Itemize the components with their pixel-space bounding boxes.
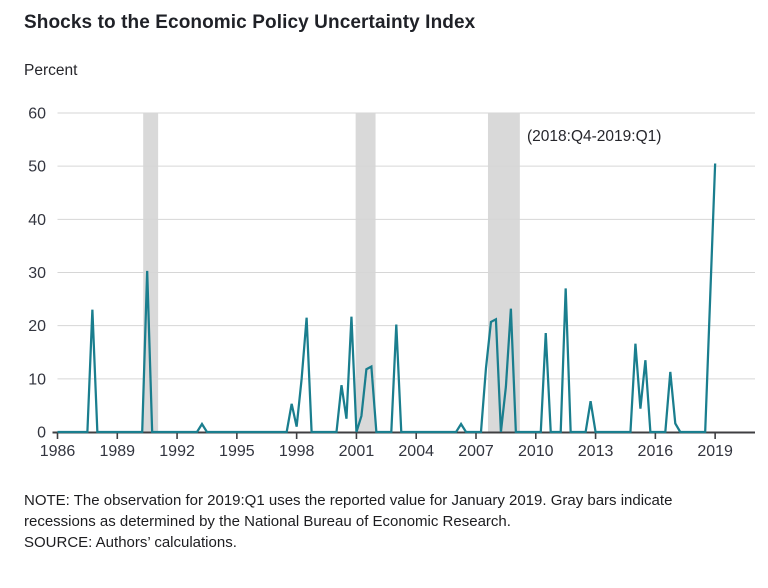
y-axis-unit-label: Percent bbox=[24, 62, 78, 79]
chart-svg: 0 10 20 30 40 50 60 1986 1989 1992 1995 1998 2001 200… bbox=[28, 106, 755, 460]
x-tick-label: 2013 bbox=[578, 443, 614, 460]
x-tick-label: 2007 bbox=[458, 443, 494, 460]
x-tick-label: 2019 bbox=[697, 443, 733, 460]
y-tick-label: 0 bbox=[37, 425, 46, 442]
x-tick-label: 2010 bbox=[518, 443, 554, 460]
y-tick-label: 50 bbox=[28, 159, 46, 176]
note-text: NOTE: The observation for 2019:Q1 uses t… bbox=[24, 492, 673, 530]
x-tick-label: 1992 bbox=[159, 443, 195, 460]
y-tick-label: 60 bbox=[28, 106, 46, 123]
x-tick-label: 1995 bbox=[219, 443, 255, 460]
y-tick-label: 30 bbox=[28, 265, 46, 282]
chart-canvas: 0 10 20 30 40 50 60 1986 1989 1992 1995 1998 2001 200… bbox=[0, 95, 768, 475]
x-tick-label: 1986 bbox=[40, 443, 76, 460]
y-tick-label: 40 bbox=[28, 212, 46, 229]
y-tick-label: 20 bbox=[28, 318, 46, 335]
x-tick-label: 1998 bbox=[279, 443, 315, 460]
y-tick-label: 10 bbox=[28, 371, 46, 388]
chart-notes: NOTE: The observation for 2019:Q1 uses t… bbox=[24, 490, 732, 553]
x-tick-label: 1989 bbox=[99, 443, 135, 460]
source-text: SOURCE: Authors’ calculations. bbox=[24, 534, 237, 551]
x-tick-label: 2004 bbox=[398, 443, 434, 460]
spike-annotation: (2018:Q4-2019:Q1) bbox=[527, 128, 662, 145]
epu-shock-line bbox=[57, 163, 717, 434]
x-tick-label: 2001 bbox=[339, 443, 375, 460]
x-tick-label: 2016 bbox=[638, 443, 674, 460]
chart-title: Shocks to the Economic Policy Uncertaint… bbox=[24, 12, 476, 33]
